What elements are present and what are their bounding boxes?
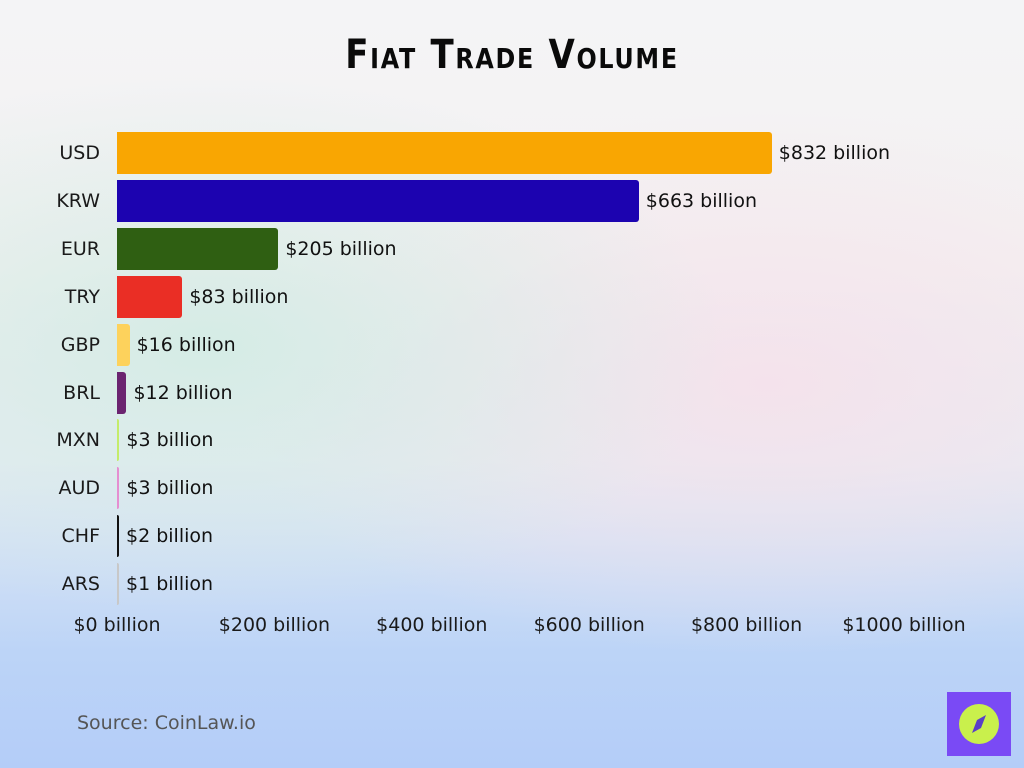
bar (117, 275, 183, 318)
bar (117, 179, 639, 222)
category-label: GBP (60, 333, 100, 356)
bar (117, 132, 772, 174)
category-label: USD (59, 142, 100, 164)
x-tick-label: $600 billion (533, 614, 645, 636)
chart-title: Fiat Trade Volume (345, 32, 679, 78)
bar (117, 563, 119, 606)
value-label: $3 billion (126, 477, 214, 500)
category-label: CHF (61, 525, 100, 548)
bar-row: TRY $83 billion (0, 275, 1024, 318)
value-label: $1 billion (126, 573, 214, 596)
value-label: $16 billion (136, 333, 236, 356)
category-label: EUR (60, 237, 100, 260)
bar-row: GBP $16 billion (0, 323, 1024, 366)
category-label: AUD (58, 477, 100, 500)
bar-row: USD $832 billion (0, 132, 1024, 174)
value-label: $83 billion (189, 285, 289, 308)
bar-row: CHF $2 billion (0, 515, 1024, 558)
source-note: Source: CoinLaw.io (77, 712, 256, 734)
bar-row: KRW $663 billion (0, 179, 1024, 222)
brand-logo (947, 692, 1011, 756)
bar (117, 419, 120, 462)
x-tick-label: $1000 billion (842, 614, 966, 636)
category-label: BRL (63, 381, 100, 404)
category-label: KRW (56, 189, 100, 212)
x-tick-label: $200 billion (218, 614, 331, 636)
bar (117, 227, 279, 270)
bar (117, 467, 120, 510)
value-label: $205 billion (285, 237, 397, 260)
bar (117, 323, 130, 366)
bar-row: ARS $1 billion (0, 563, 1024, 606)
bar (117, 515, 119, 558)
bar (117, 371, 127, 414)
category-label: ARS (61, 573, 100, 596)
value-label: $2 billion (126, 525, 214, 548)
value-label: $663 billion (645, 189, 758, 212)
x-tick-label: $400 billion (376, 614, 488, 636)
value-label: $832 billion (778, 142, 891, 164)
x-tick-label: $800 billion (690, 614, 803, 636)
value-label: $12 billion (133, 381, 233, 404)
category-label: TRY (64, 285, 100, 308)
value-label: $3 billion (126, 429, 214, 452)
compass-icon (959, 704, 999, 744)
x-tick-label: $0 billion (73, 614, 161, 636)
bar-row: AUD $3 billion (0, 467, 1024, 510)
bar-row: MXN $3 billion (0, 419, 1024, 462)
category-label: MXN (56, 429, 100, 452)
bar-row: BRL $12 billion (0, 371, 1024, 414)
bar-row: EUR $205 billion (0, 227, 1024, 270)
